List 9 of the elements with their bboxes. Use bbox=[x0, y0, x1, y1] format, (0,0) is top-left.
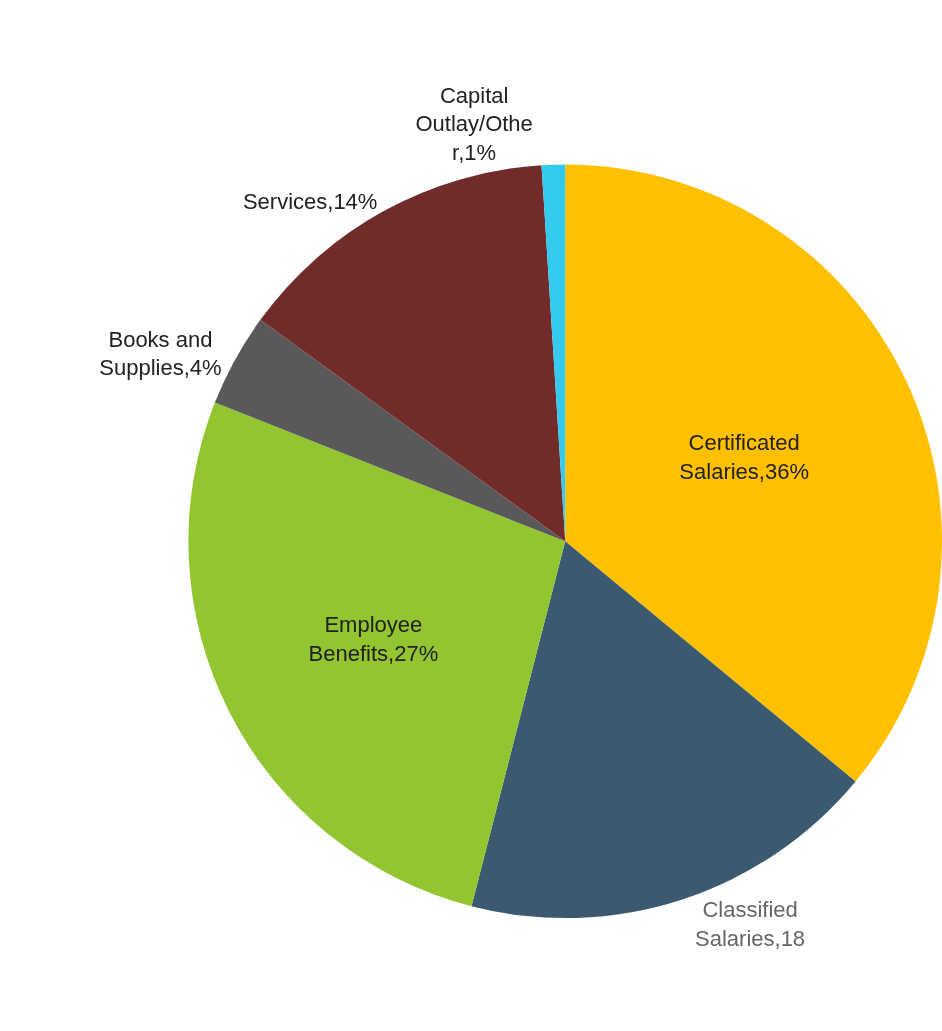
slice-label: Certificated Salaries,36% bbox=[679, 430, 810, 484]
slice-label: Capital Outlay/Other,1% bbox=[415, 82, 533, 165]
slice-label: Books and Supplies,4% bbox=[99, 326, 222, 381]
pie-slice bbox=[565, 164, 942, 782]
pie-slice bbox=[471, 541, 856, 919]
slice-label: Services,14% bbox=[242, 188, 378, 214]
slice-label: Classified Salaries,18 bbox=[695, 897, 806, 951]
slice-label: Employee Benefits,27% bbox=[308, 612, 439, 666]
pie-slice bbox=[188, 402, 566, 907]
